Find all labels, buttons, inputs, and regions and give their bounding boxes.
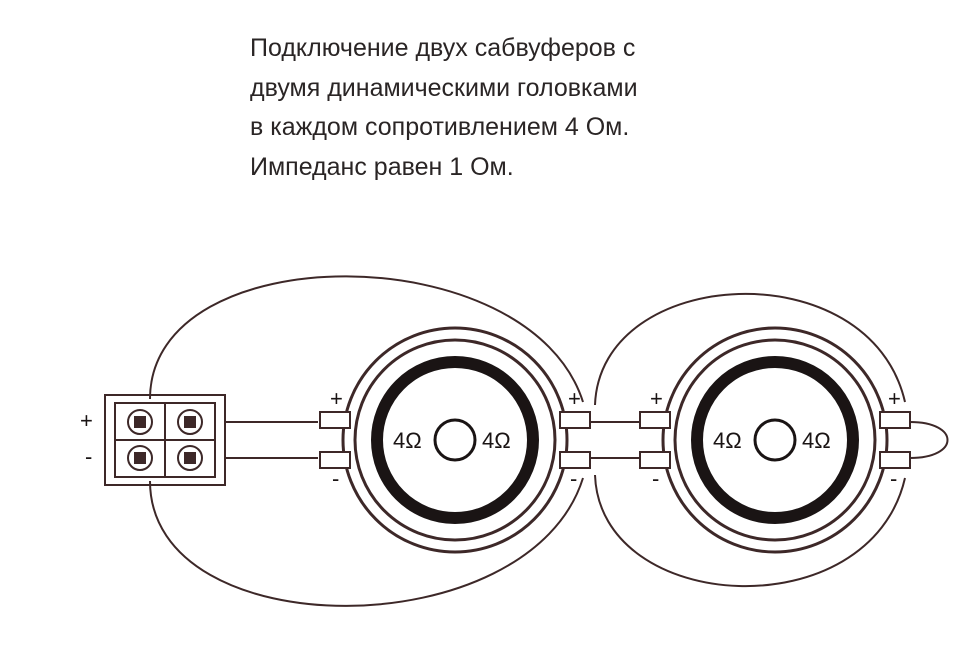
speaker2-left-top-sign: + <box>650 386 663 412</box>
terminal-block <box>105 395 225 485</box>
speaker2-right-top-sign: + <box>888 386 901 412</box>
speaker2-right-bot-sign: - <box>890 466 897 492</box>
wiring-diagram <box>0 0 974 662</box>
speaker2-left-bot-sign: - <box>652 466 659 492</box>
speaker2-impedance-right: 4Ω <box>802 428 831 454</box>
speaker1-impedance-left: 4Ω <box>393 428 422 454</box>
speaker1-left-bot-sign: - <box>332 466 339 492</box>
speaker1-right-bot-sign: - <box>570 466 577 492</box>
speaker1-impedance-right: 4Ω <box>482 428 511 454</box>
terminal-plus-label: + <box>80 408 93 434</box>
speaker1-left-top-sign: + <box>330 386 343 412</box>
speaker-2 <box>640 328 910 552</box>
terminal-minus-label: - <box>85 444 92 470</box>
speaker1-right-top-sign: + <box>568 386 581 412</box>
speaker-1 <box>320 328 590 552</box>
speaker2-impedance-left: 4Ω <box>713 428 742 454</box>
